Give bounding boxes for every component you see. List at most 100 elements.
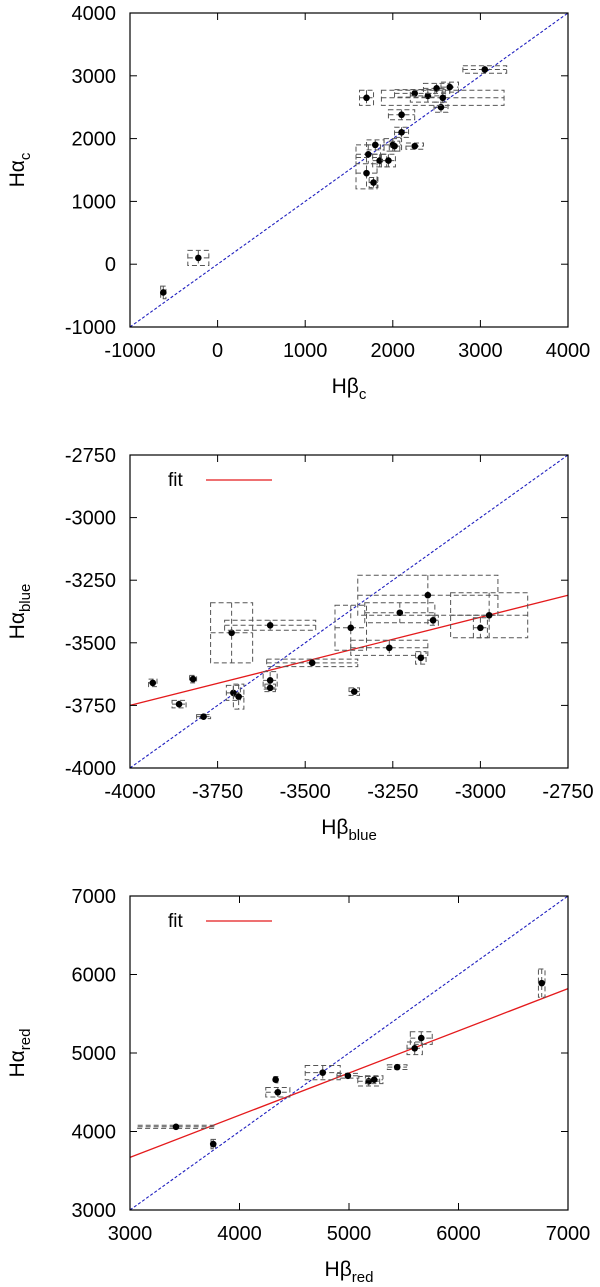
y-axis-label: Hαc (6, 152, 34, 187)
x-tick-label: 4000 (546, 340, 591, 362)
data-point (149, 679, 157, 687)
data-point (371, 141, 379, 149)
plot-frame (129, 454, 569, 769)
data-point (538, 979, 546, 987)
data-point (347, 624, 355, 632)
data-point (272, 1076, 279, 1083)
data-point (363, 169, 370, 177)
data-point (485, 611, 493, 619)
legend-label: fit (168, 470, 184, 491)
data-point (417, 654, 425, 662)
data-point (195, 254, 202, 262)
y-axis-label-subscript: c (17, 152, 34, 160)
y-axis-label-main: Hα (6, 612, 29, 639)
data-point (385, 157, 392, 164)
x-tick-label: 0 (212, 340, 223, 362)
data-point (266, 621, 274, 629)
chart-1: -1000 0 1000 2000 3000 4000 -1000 0 1000 2000 3000… (6, 3, 590, 403)
data-point (393, 1063, 401, 1071)
x-axis-label-main: Hβ (321, 816, 348, 839)
data-point (417, 1034, 425, 1042)
data-point (370, 1076, 378, 1083)
data-point (477, 624, 484, 632)
fit-line (129, 594, 569, 707)
data-point (385, 644, 393, 652)
error-box (171, 699, 187, 709)
data-point (172, 1123, 180, 1131)
data-point (429, 616, 437, 624)
data-point (398, 129, 405, 136)
y-tick-label: 3000 (72, 1200, 117, 1222)
data-point (319, 1069, 327, 1076)
data-point (209, 1140, 217, 1148)
data-point (308, 659, 316, 667)
data-point (200, 713, 207, 720)
x-tick-label: 4000 (217, 1223, 262, 1245)
x-tick-label: 3000 (458, 340, 503, 362)
data-point (411, 1044, 419, 1052)
chart-2: -4000 -3750 -3500 -3250 -3000 -2750 -4000 -3750… (6, 445, 594, 844)
y-axis-label-main: Hα (6, 1050, 29, 1077)
chart-3: 3000 4000 5000 6000 7000 3000 4000 5000 6000 7000… (6, 886, 590, 1286)
y-axis-label: Hαblue (6, 584, 34, 640)
y-tick-label: 0 (105, 254, 116, 276)
y-tick-label: 3000 (72, 66, 117, 88)
y-tick-label: 1000 (72, 191, 117, 213)
data-point (446, 83, 454, 91)
x-axis-label-main: Hβ (332, 375, 359, 398)
x-axis-label-main: Hβ (325, 1258, 352, 1281)
y-tick-label: -4000 (65, 758, 116, 780)
data-point (398, 111, 405, 119)
data-point (175, 700, 183, 708)
x-axis-label-subscript: blue (348, 827, 376, 844)
x-tick-label: -4000 (104, 781, 155, 803)
data-point (363, 94, 370, 102)
data-point (228, 629, 235, 637)
data-point (391, 142, 398, 150)
x-tick-label: -3500 (280, 781, 331, 803)
y-tick-label: -3500 (65, 633, 116, 655)
y-tick-label: -3750 (65, 695, 116, 717)
data-point (411, 142, 419, 150)
data-point (266, 684, 274, 692)
data-point (230, 689, 237, 697)
identity-line (129, 895, 569, 1211)
error-box (450, 592, 529, 639)
y-tick-label: 5000 (72, 1043, 117, 1065)
y-axis-label-main: Hα (6, 160, 29, 187)
x-tick-label: 1000 (283, 340, 328, 362)
data-point (396, 609, 404, 617)
x-axis-label: Hβc (332, 375, 367, 403)
y-tick-label: -1000 (65, 317, 116, 339)
y-tick-label: 2000 (72, 129, 117, 151)
data-point (424, 591, 432, 599)
plot-frame (129, 12, 569, 328)
identity-line (129, 12, 569, 328)
x-tick-label: 2000 (371, 340, 416, 362)
y-tick-label: -3000 (65, 508, 116, 530)
x-tick-label: -3750 (192, 781, 243, 803)
x-axis-label-subscript: red (352, 1269, 374, 1286)
data-point (364, 151, 372, 158)
data-point (235, 693, 242, 700)
x-axis-label: Hβblue (321, 816, 377, 844)
x-tick-label: -3000 (455, 781, 506, 803)
data-point (266, 677, 274, 684)
data-point (411, 90, 419, 97)
y-tick-label: 7000 (72, 886, 117, 908)
data-point (274, 1088, 282, 1096)
y-tick-label: 4000 (72, 1122, 117, 1144)
data-point (370, 179, 377, 186)
y-axis-label-subscript: blue (17, 584, 34, 612)
x-tick-label: 5000 (327, 1223, 372, 1245)
data-point (159, 289, 167, 296)
x-tick-label: 7000 (546, 1223, 591, 1245)
legend-label: fit (168, 911, 184, 932)
data-point (189, 675, 197, 683)
x-axis-label-subscript: c (359, 386, 367, 403)
data-point (350, 688, 358, 695)
x-tick-label: -3250 (367, 781, 418, 803)
data-point (439, 94, 447, 102)
y-tick-label: 6000 (72, 965, 117, 987)
